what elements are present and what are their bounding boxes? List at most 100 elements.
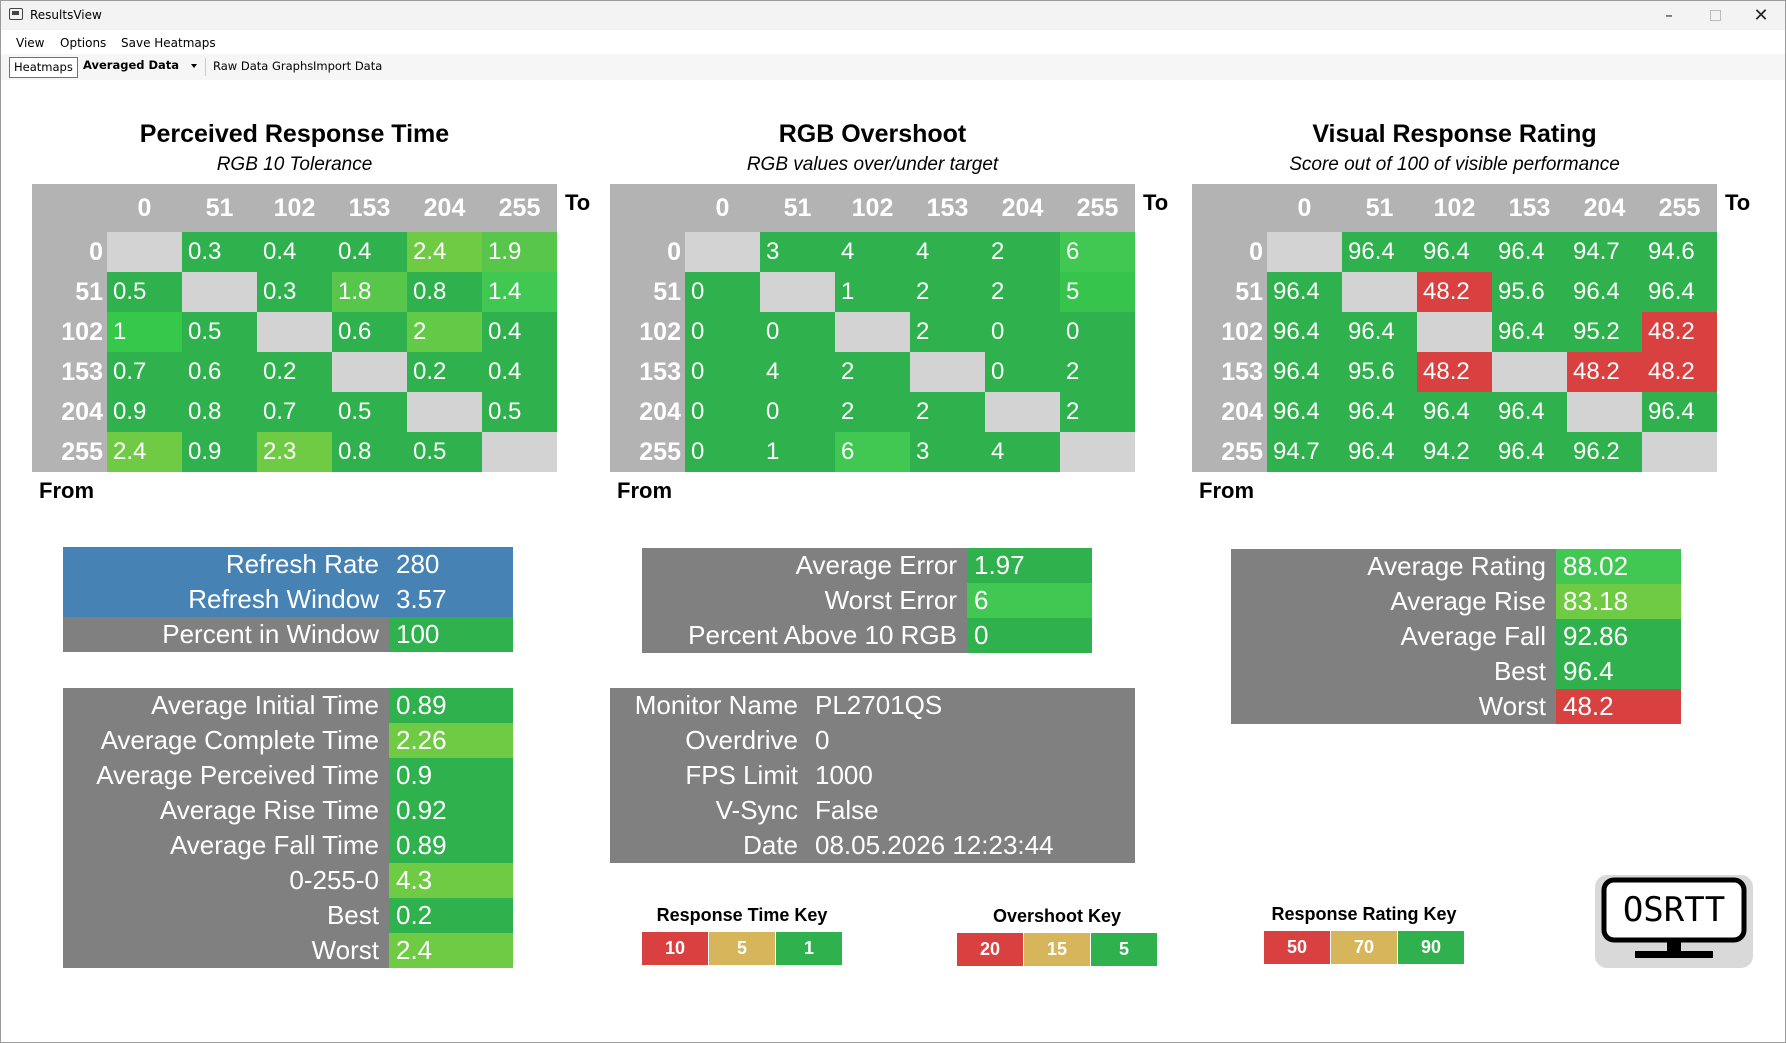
heatmap-cell: 96.4: [1342, 312, 1417, 352]
heatmap-cell: 0.8: [407, 272, 482, 312]
key-swatch: 70: [1331, 931, 1397, 964]
row-header: 153: [639, 357, 681, 386]
stat-value: False: [808, 793, 1135, 828]
stat-value: 92.86: [1556, 619, 1681, 654]
stat-row-times: Average Perceived Time 0.9: [63, 758, 513, 793]
osrtt-logo: OSRTT: [1595, 875, 1753, 968]
axis-label-to: To: [1725, 190, 1751, 215]
heatmap-title: Visual Response Rating: [1312, 120, 1597, 148]
heatmap-cell: 0.4: [257, 232, 332, 272]
heatmap-cell: 94.7: [1267, 432, 1342, 472]
heatmap-cell: 94.2: [1417, 432, 1492, 472]
heatmap-cell: 96.4: [1492, 232, 1567, 272]
stat-row-times: Average Complete Time 2.26: [63, 723, 513, 758]
menu-bar: [0, 30, 1786, 54]
heatmap-cell: [257, 312, 332, 352]
heatmap-cell: 96.4: [1417, 232, 1492, 272]
row-header: 153: [61, 357, 103, 386]
stat-label: Average Error: [642, 548, 967, 583]
stat-row-refresh: Refresh Rate 280: [63, 547, 513, 582]
stat-label: Best: [63, 898, 389, 933]
raw-data-graphs-button[interactable]: Raw Data Graphs: [213, 59, 314, 73]
heatmap-cell: [1060, 432, 1135, 472]
stat-value: 0.89: [389, 828, 513, 863]
maximize-button[interactable]: [1692, 0, 1738, 30]
stat-value: 100: [389, 617, 513, 652]
stat-row-error: Percent Above 10 RGB 0: [642, 618, 1092, 653]
row-header: 51: [653, 277, 681, 306]
heatmap-cell: 94.6: [1642, 232, 1717, 272]
stat-value: 6: [967, 583, 1092, 618]
heatmap-cell: [407, 392, 482, 432]
heatmap-cell: [182, 272, 257, 312]
heatmap-cell: 0.5: [482, 392, 557, 432]
heatmap-subtitle: RGB 10 Tolerance: [216, 154, 373, 175]
heatmap-cell: [1492, 352, 1567, 392]
heatmap-grid: 0 51 102 153 204 255 0 0.3 0.4 0.4 2.4 1.9 51 0.5 0.3 1…: [32, 184, 557, 472]
heatmap-cell: 2: [1060, 392, 1135, 432]
heatmap-cell: 96.4: [1567, 272, 1642, 312]
stat-value: 3.57: [389, 582, 513, 617]
heatmap-cell: 0.4: [482, 352, 557, 392]
heatmap-cell: [482, 432, 557, 472]
stat-value: 0.2: [389, 898, 513, 933]
maximize-icon: [1709, 9, 1721, 21]
heatmap-cell: 1.9: [482, 232, 557, 272]
heatmap-cell: 48.2: [1417, 352, 1492, 392]
heatmap-grid: 0 51 102 153 204 255 0 3 4 4 2 6 51 0 1 2 2 5 102 0 0 2 0 0 153 0…: [610, 184, 1135, 472]
menu-options[interactable]: Options: [60, 36, 107, 50]
heatmap-cell: 0.2: [407, 352, 482, 392]
close-button[interactable]: ✕: [1738, 0, 1784, 30]
heatmap-cell: 2: [835, 392, 910, 432]
stat-label: V-Sync: [610, 793, 808, 828]
menu-view[interactable]: View: [16, 36, 45, 50]
heatmap-cell: 0: [685, 392, 760, 432]
axis-label-from: From: [39, 478, 94, 503]
heatmap-cell: 96.4: [1492, 432, 1567, 472]
column-header: 51: [205, 193, 234, 222]
heatmap-cell: [1342, 272, 1417, 312]
minimize-icon: –: [1665, 6, 1673, 24]
stat-label: Average Rise: [1231, 584, 1556, 619]
heatmap-cell: 0.8: [332, 432, 407, 472]
stat-row-refresh: Refresh Window 3.57: [63, 582, 513, 617]
column-header: 51: [1365, 193, 1394, 222]
chevron-down-icon[interactable]: [191, 64, 197, 68]
data-mode-select[interactable]: Averaged Data: [83, 58, 180, 72]
column-header: 204: [1001, 193, 1044, 222]
column-header: 0: [137, 193, 152, 222]
heatmap-cell: 2.3: [257, 432, 332, 472]
heatmaps-tab-button[interactable]: Heatmaps: [9, 57, 78, 78]
stat-value: 2.4: [389, 933, 513, 968]
column-header: 204: [423, 193, 466, 222]
heatmap-cell: 0.5: [107, 272, 182, 312]
stat-label: Average Complete Time: [63, 723, 389, 758]
stat-row-error: Worst Error 6: [642, 583, 1092, 618]
column-header: 153: [1508, 193, 1551, 222]
stat-row-rating: Worst 48.2: [1231, 689, 1681, 724]
heatmap-grid: 0 51 102 153 204 255 0 96.4 96.4 96.4 94.7 94.6 51 96…: [1192, 184, 1717, 472]
column-header: 255: [1076, 193, 1119, 222]
heatmap-cell: 2: [985, 272, 1060, 312]
import-data-button[interactable]: Import Data: [313, 59, 383, 73]
menu-save-heatmaps[interactable]: Save Heatmaps: [121, 36, 216, 50]
column-header: 102: [851, 193, 894, 222]
row-header: 204: [61, 397, 103, 426]
heatmap-cell: 1: [760, 432, 835, 472]
stat-label: Average Initial Time: [63, 688, 389, 723]
heatmap-cell: 1.4: [482, 272, 557, 312]
column-header: 153: [348, 193, 391, 222]
heatmap-cell: [910, 352, 985, 392]
key-swatch: 15: [1024, 933, 1090, 966]
stat-row-refresh: Percent in Window 100: [63, 617, 513, 652]
stat-value: 48.2: [1556, 689, 1681, 724]
row-header: 51: [75, 277, 103, 306]
stat-value: 1000: [808, 758, 1135, 793]
stat-label: Refresh Rate: [63, 547, 389, 582]
minimize-button[interactable]: –: [1646, 0, 1692, 30]
row-header: 102: [639, 317, 681, 346]
key-title: Overshoot Key: [992, 906, 1122, 926]
heatmap-cell: 96.4: [1417, 392, 1492, 432]
heatmap-cell: 4: [985, 432, 1060, 472]
row-header: 51: [1235, 277, 1263, 306]
